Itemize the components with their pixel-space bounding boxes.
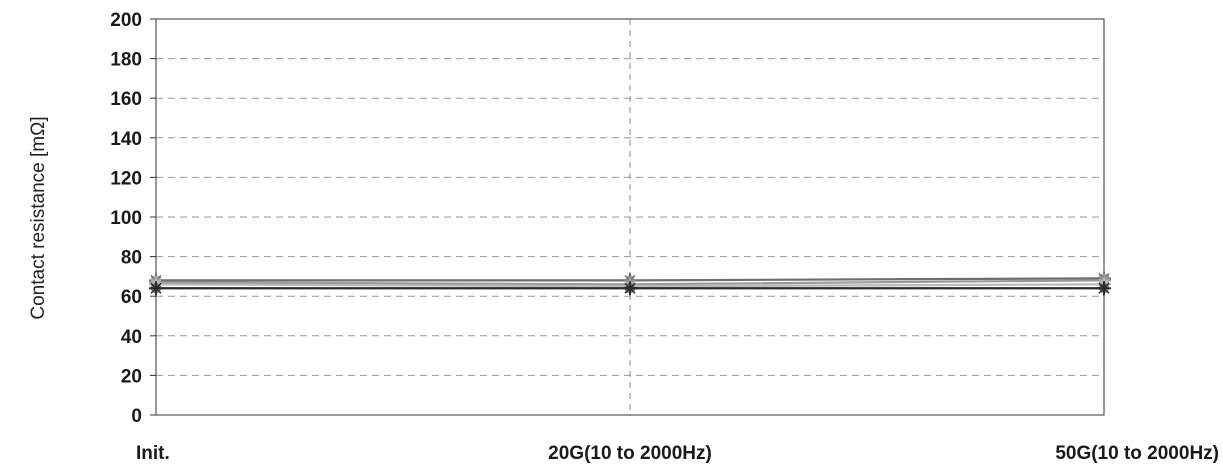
y-tick-label: 180	[110, 50, 142, 71]
y-tick-label: 60	[121, 287, 142, 308]
data-point-marker	[623, 281, 637, 296]
data-point-marker	[1097, 281, 1111, 296]
y-tick-labels: 0 20 40 60 80 100 120 140 160 180 200	[110, 10, 142, 427]
grid-lines	[156, 19, 1104, 415]
y-tick-label: 120	[110, 168, 142, 189]
x-tick-label: 50G(10 to 2000Hz)	[1055, 443, 1219, 464]
x-tick-label: 20G(10 to 2000Hz)	[548, 443, 712, 464]
y-tick-label: 100	[110, 208, 142, 229]
y-tick-label: 200	[110, 10, 142, 31]
y-tick-label: 80	[121, 248, 142, 269]
y-axis-title: Contact resistance [mΩ]	[28, 116, 49, 319]
data-point-marker	[149, 281, 163, 296]
axes	[150, 18, 1105, 416]
y-tick-label: 140	[110, 129, 142, 150]
x-tick-label: Init.	[136, 443, 170, 464]
y-tick-label: 0	[131, 406, 142, 427]
series-lines	[149, 271, 1111, 296]
x-tick-labels: Init. 20G(10 to 2000Hz) 50G(10 to 2000Hz)	[136, 443, 1219, 464]
y-tick-label: 20	[121, 366, 142, 387]
y-tick-label: 160	[110, 89, 142, 110]
y-tick-label: 40	[121, 327, 142, 348]
